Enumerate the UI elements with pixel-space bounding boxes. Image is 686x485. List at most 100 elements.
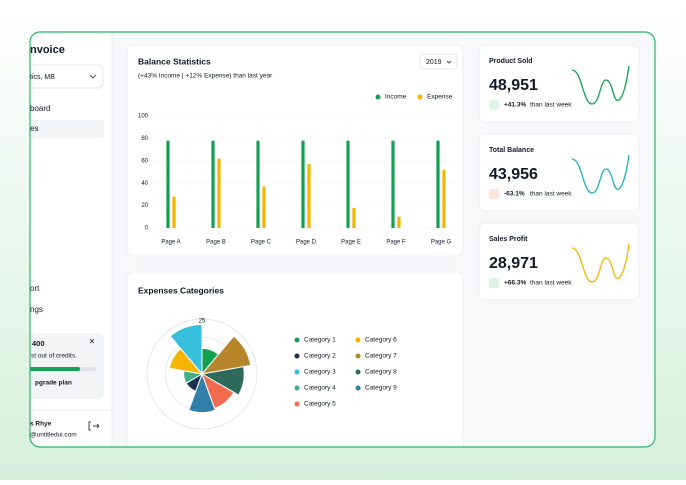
legend-dot [294, 401, 300, 407]
stat-change: +41.3% [504, 102, 526, 109]
legend-label: Category 2 [304, 353, 336, 360]
x-tick-label: Page A [161, 240, 180, 246]
legend-label: Category 1 [304, 337, 336, 344]
legend-dot [417, 94, 423, 100]
close[interactable]: × [89, 337, 95, 348]
stat-value: 28,971 [489, 255, 538, 272]
x-tick-label: Page F [386, 240, 406, 246]
bar [262, 186, 266, 228]
stat-card [478, 44, 640, 123]
x-tick-label: Page D [296, 240, 317, 246]
legend-label: Category 5 [304, 401, 336, 408]
legend-label: Category 3 [304, 369, 336, 376]
bar [256, 140, 260, 228]
chart-title: Balance Statistics [138, 56, 211, 66]
upgrade[interactable]: pgrade plan [35, 380, 72, 387]
bar [391, 140, 395, 228]
x-tick-label: Page E [341, 240, 361, 246]
legend-dot [355, 337, 361, 343]
year: 2019 [426, 59, 442, 66]
credits-text: st out of credits. [31, 353, 77, 360]
bar [217, 158, 221, 228]
bar [436, 140, 440, 228]
bar [166, 140, 170, 228]
bar [211, 140, 215, 228]
stat-note: than last week [530, 191, 572, 198]
legend-label: Category 4 [304, 385, 336, 392]
legend-dot [294, 369, 300, 375]
progress [30, 367, 80, 371]
sparkline [571, 65, 630, 105]
credits-card [30, 333, 104, 399]
chevron [446, 60, 452, 64]
legend-label: Income [385, 94, 407, 101]
stat-title: Total Balance [489, 147, 534, 154]
polar-segment [169, 323, 203, 376]
bar [346, 140, 350, 228]
nav-active [30, 120, 104, 138]
legend-label: Category 9 [365, 385, 397, 392]
chevron [89, 74, 97, 79]
nav-item[interactable]: ort [30, 284, 40, 293]
user-name: s Rhye [30, 421, 52, 428]
polar-segment [188, 372, 216, 413]
y-tick-label: 0 [145, 226, 149, 232]
legend-dot [355, 369, 361, 375]
polar-segment [200, 366, 245, 396]
stat-value: 43,956 [489, 166, 538, 183]
brand: nvoice [30, 44, 65, 56]
legend-dot [294, 385, 300, 391]
x-tick-label: Page G [431, 240, 452, 246]
stat-title: Sales Profit [489, 236, 528, 243]
bar [442, 169, 446, 228]
bar [397, 216, 401, 228]
y-tick-label: 80 [141, 136, 148, 142]
bar [172, 196, 176, 228]
y-tick-label: 60 [141, 158, 148, 164]
legend-label: Category 8 [365, 369, 397, 376]
nav-item[interactable]: ngs [30, 305, 43, 314]
r-tick-label: 25 [199, 319, 206, 325]
polar-segment [200, 335, 252, 375]
legend-label: Expense [427, 94, 453, 101]
stat-change: +66.3% [504, 280, 526, 287]
chart-subtitle: (+43% Income | +12% Expense) than last y… [138, 73, 273, 80]
x-tick-label: Page C [251, 240, 272, 246]
workspace-select[interactable] [20, 64, 104, 89]
credits-title: 400 [32, 339, 45, 348]
stat-note: than last week [530, 280, 572, 287]
legend-label: Category 7 [365, 353, 397, 360]
ring [146, 318, 258, 430]
sparkline [571, 243, 630, 283]
legend-dot [375, 94, 381, 100]
chart-title: Expenses Categories [138, 285, 224, 295]
logout[interactable] [88, 421, 100, 431]
nav-item[interactable]: board [30, 104, 50, 113]
bar [301, 140, 305, 228]
nav-item[interactable]: es [30, 124, 38, 133]
user-email: @untitledui.com [30, 432, 77, 439]
y-tick-label: 100 [138, 114, 149, 120]
y-tick-label: 20 [141, 203, 148, 209]
bar [307, 164, 311, 228]
stat-card [478, 222, 640, 301]
legend-dot [355, 353, 361, 359]
year-select[interactable] [419, 53, 458, 70]
legend-dot [294, 337, 300, 343]
stat-value: 48,951 [489, 77, 538, 94]
stat-title: Product Sold [489, 58, 533, 65]
stat-note: than last week [530, 102, 572, 109]
stat-change: -63.1% [504, 191, 525, 198]
workspace: tics, MB [30, 74, 55, 81]
legend-dot [294, 353, 300, 359]
sparkline [571, 154, 630, 194]
y-tick-label: 40 [141, 181, 148, 187]
x-tick-label: Page B [206, 240, 226, 246]
legend-label: Category 6 [365, 337, 397, 344]
stat-card [478, 133, 640, 212]
change-badge [489, 189, 499, 199]
change-badge [489, 278, 499, 288]
legend-dot [355, 385, 361, 391]
bar [352, 207, 356, 228]
